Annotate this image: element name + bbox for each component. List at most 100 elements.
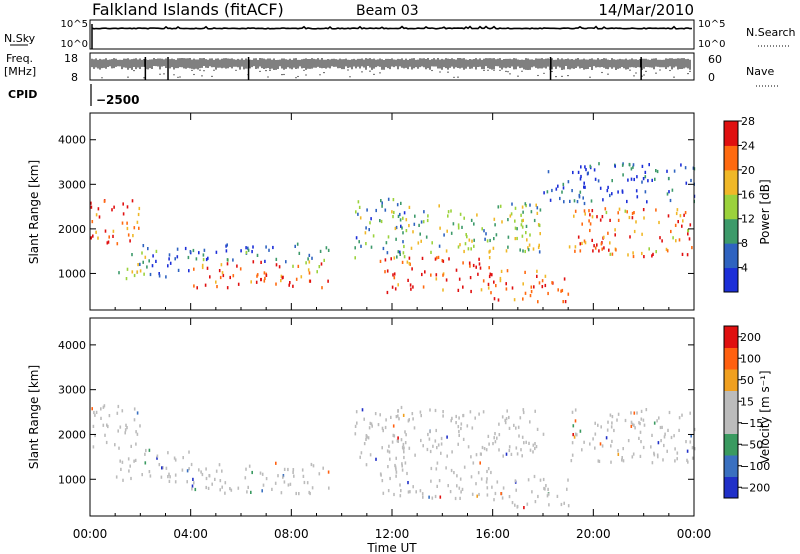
velocity-cell: [522, 408, 525, 412]
power-cell: [654, 177, 656, 181]
velocity-cell: [122, 478, 124, 482]
velocity-cell: [292, 468, 295, 472]
velocity-cell: [259, 471, 262, 475]
power-cell: [601, 247, 603, 251]
velocity-cell: [630, 424, 633, 428]
velocity-cell: [149, 474, 152, 478]
power-cell: [627, 253, 629, 257]
power-cell: [562, 186, 565, 190]
power-cell: [132, 234, 134, 238]
velocity-cell: [402, 442, 405, 447]
velocity-cell: [205, 467, 207, 471]
power-cell: [569, 199, 571, 203]
power-cell: [126, 205, 129, 209]
velocity-cell: [450, 468, 453, 473]
velocity-cell: [274, 481, 277, 485]
velocity-cell: [363, 417, 365, 421]
power-cell: [505, 249, 508, 253]
power-cell: [215, 250, 218, 254]
velocity-cell: [311, 486, 314, 490]
power-cell: [563, 200, 565, 204]
power-cell: [247, 246, 249, 250]
velocity-cell: [607, 420, 609, 424]
power-cell: [689, 223, 692, 227]
power-cell: [599, 218, 602, 222]
velocity-cell: [490, 470, 492, 475]
velocity-cell: [663, 443, 665, 448]
velocity-cell: [124, 428, 127, 432]
velocity-cell: [306, 481, 309, 485]
velocity-cell: [519, 416, 522, 420]
velocity-cell: [534, 500, 537, 504]
velocity-cell: [430, 479, 432, 483]
power-cell: [437, 255, 440, 259]
velocity-cell: [450, 419, 452, 423]
power-y-axis: 1000 2000 3000 4000: [58, 134, 694, 280]
velocity-cell: [93, 410, 95, 415]
power-cell: [573, 199, 576, 203]
velocity-cell: [246, 490, 248, 494]
power-cell: [614, 164, 616, 168]
power-cell: [422, 285, 425, 289]
velocity-cell: [515, 446, 518, 450]
power-cell: [307, 257, 309, 261]
nave-point: [643, 74, 645, 76]
velocity-cell: [128, 469, 130, 473]
velocity-cell: [526, 502, 529, 506]
velocity-cell: [534, 446, 536, 451]
velocity-cell: [469, 410, 472, 414]
velocity-cell: [446, 435, 448, 439]
velocity-cell: [408, 418, 410, 422]
velocity-cell: [624, 418, 627, 423]
velocity-cell: [201, 472, 204, 477]
power-cell: [464, 242, 467, 246]
power-cell: [557, 288, 559, 292]
power-cell: [528, 243, 531, 247]
power-cell: [412, 230, 414, 234]
power-cell: [615, 248, 617, 252]
power-cell: [581, 241, 583, 245]
nsky-panel: N.Sky 10^5 10^0 10^5 10^0 N.Search: [4, 19, 796, 50]
power-cell: [584, 212, 586, 216]
freq-tick-low: 8: [71, 71, 78, 84]
power-cell: [426, 218, 429, 223]
velocity-cell: [156, 456, 158, 460]
power-cell: [489, 238, 491, 243]
nave-point: [453, 76, 455, 78]
velocity-cell: [133, 407, 136, 411]
power-cell: [358, 240, 360, 244]
velocity-cell: [395, 467, 397, 471]
velocity-cell: [422, 444, 424, 448]
velocity-cell: [514, 479, 517, 483]
power-panel: 1000 2000 3000 4000 Slant Range [km] 4 8 12 16…: [27, 112, 772, 311]
velocity-cell: [419, 410, 422, 414]
colorbar-tick-label: 20: [741, 164, 755, 177]
y-tick-label: 1000: [58, 267, 86, 280]
power-cell: [488, 256, 491, 260]
power-cell: [431, 241, 433, 245]
velocity-cell: [493, 436, 495, 440]
power-cell: [490, 291, 492, 295]
power-cell: [500, 269, 503, 273]
velocity-cell: [651, 461, 654, 465]
power-cell: [176, 255, 179, 259]
power-cell: [594, 177, 597, 181]
power-cell: [691, 246, 693, 250]
nave-point: [507, 71, 509, 73]
power-cell: [122, 212, 125, 216]
power-cell: [521, 205, 524, 209]
velocity-cell: [404, 430, 406, 434]
power-cell: [97, 236, 99, 240]
power-cell: [471, 239, 473, 243]
power-cell: [358, 205, 361, 209]
power-cell: [589, 222, 592, 226]
power-cell: [516, 227, 518, 231]
colorbar-tick-label: 4: [741, 262, 748, 275]
nave-point: [101, 77, 103, 79]
velocity-cell: [309, 491, 311, 496]
power-cell: [621, 190, 624, 194]
power-cell: [658, 220, 660, 225]
velocity-cell: [487, 434, 490, 438]
power-cell: [469, 276, 472, 280]
velocity-cell: [271, 487, 273, 491]
